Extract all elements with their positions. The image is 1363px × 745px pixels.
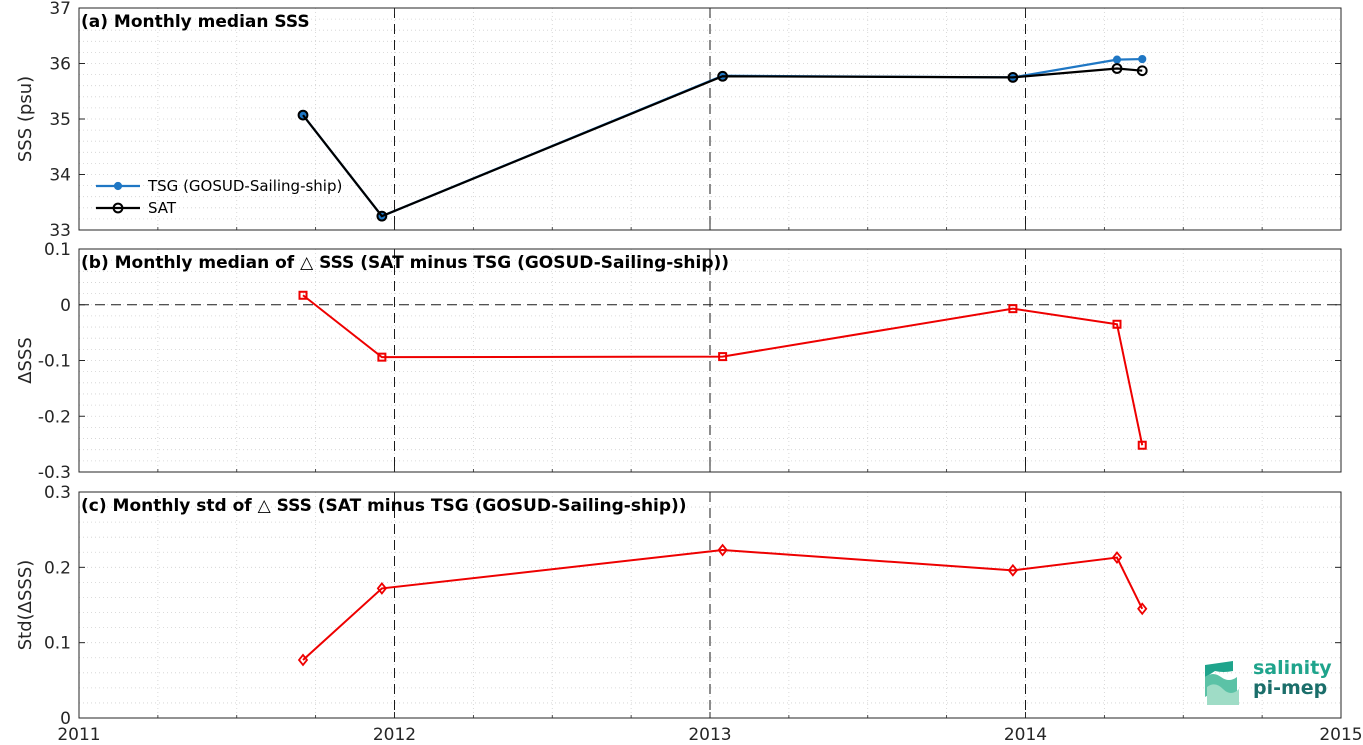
legend-marker <box>112 202 124 214</box>
data-point <box>717 543 728 557</box>
y-tick-label: 33 <box>49 221 71 241</box>
y-tick-label: -0.3 <box>38 463 71 483</box>
wave-logo-icon <box>1205 661 1239 705</box>
legend-label: SAT <box>148 199 177 217</box>
x-tick-label: 2012 <box>373 725 416 745</box>
y-axis-label: Std(ΔSSS) <box>15 560 36 651</box>
data-point <box>1111 551 1123 564</box>
data-point <box>1137 602 1148 616</box>
data-point <box>298 290 308 300</box>
y-axis-label: SSS (psu) <box>15 76 36 162</box>
series-delta <box>297 543 1148 667</box>
y-tick-label: 0 <box>60 296 71 316</box>
data-point <box>1111 63 1123 74</box>
data-point <box>1007 71 1019 83</box>
data-point <box>1112 319 1122 329</box>
y-tick-label: -0.1 <box>38 352 71 372</box>
x-tick-label: 2013 <box>688 725 731 745</box>
y-tick-label: 34 <box>49 166 71 186</box>
y-tick-label: 36 <box>49 55 71 75</box>
series-delta <box>298 290 1147 450</box>
data-point <box>377 352 387 362</box>
salinity-pimep-logo: salinity pi-mep <box>1203 657 1338 707</box>
y-tick-label: -0.2 <box>38 407 71 427</box>
data-point <box>1008 304 1018 314</box>
panel-title: (c) Monthly std of △ SSS (SAT minus TSG … <box>81 496 687 516</box>
y-tick-label: 37 <box>49 0 71 19</box>
y-tick-label: 35 <box>49 110 71 130</box>
data-point <box>376 210 388 222</box>
x-tick-label: 2014 <box>1004 725 1047 745</box>
data-point <box>1007 563 1019 577</box>
panel-a: 33 34 35 36 37 SSS (psu) (a) Monthly median SS… <box>15 0 1342 241</box>
legend-marker <box>113 181 123 191</box>
panel-b: -0.3 -0.2 -0.1 0 0.1 ΔSSS (b) Monthly median o… <box>15 240 1342 483</box>
y-tick-label: 0.1 <box>44 634 71 654</box>
y-tick-label: 0.1 <box>44 240 71 260</box>
legend-label: TSG (GOSUD-Sailing-ship) <box>147 177 342 195</box>
data-point <box>717 70 729 82</box>
panel-c: 2011 2012 2013 2014 2015 0 0.1 0.2 0.3 Std(ΔSSS) (… <box>15 483 1363 745</box>
panel-title: (b) Monthly median of △ SSS (SAT minus T… <box>81 253 729 273</box>
data-point <box>376 581 388 595</box>
y-tick-label: 0 <box>60 709 71 729</box>
data-point <box>1137 440 1147 450</box>
series-line <box>302 549 1144 661</box>
x-tick-label: 2015 <box>1319 725 1362 745</box>
y-axis-label: ΔSSS <box>15 337 36 384</box>
data-point <box>1112 55 1122 64</box>
data-point <box>1136 65 1148 77</box>
x-tick-label: 2011 <box>57 725 100 745</box>
data-point <box>718 352 728 362</box>
series-sat <box>297 63 1148 222</box>
data-point <box>297 653 309 667</box>
logo-text-pimep: pi-mep <box>1253 677 1328 699</box>
panel-title: (a) Monthly median SSS <box>81 12 310 32</box>
series-line <box>302 294 1144 446</box>
data-point <box>297 109 309 121</box>
data-point <box>1138 54 1147 64</box>
legend: TSG (GOSUD-Sailing-ship) SAT <box>96 177 342 217</box>
y-tick-label: 0.2 <box>44 558 71 578</box>
logo-text-salinity: salinity <box>1253 657 1332 679</box>
y-tick-label: 0.3 <box>44 483 71 503</box>
